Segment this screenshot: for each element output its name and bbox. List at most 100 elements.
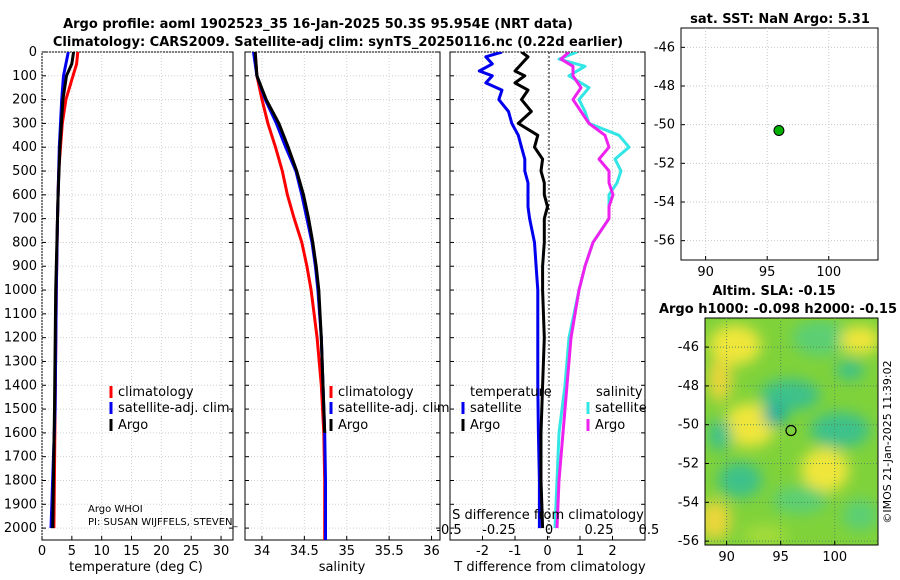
ytick-label: 1900 [4, 497, 37, 512]
xtick-label: 95 [772, 550, 789, 565]
ytick-label: -46 [678, 340, 699, 355]
difference-lines [477, 52, 631, 529]
sla-map-title1: Altim. SLA: -0.15 [712, 284, 835, 299]
argo-position-ring [785, 424, 797, 437]
sla-heatmap [705, 318, 878, 545]
xtick-label: 95 [759, 265, 776, 280]
ytick-label: -50 [678, 418, 699, 433]
difference-panel: -2 -1 0 1 2 -0.5 -0.25 0 0.25 0.5 T difference fr… [436, 51, 660, 575]
sal-xtick-label: -0.5 [436, 523, 461, 538]
salinity-gridlines [245, 51, 440, 540]
xtick-label: 34 [254, 544, 271, 559]
ytick-label: 1100 [4, 307, 37, 322]
xtick-label: 10 [93, 544, 110, 559]
legend-temp-satellite-label: satellite [470, 401, 522, 416]
sla-map-gridlines [705, 318, 878, 545]
sst-map-ticks: 90 95 100 -46 -48 -50 -52 -54 -56 [654, 40, 841, 280]
ytick-label: 0 [29, 45, 37, 60]
sst-map-panel: sat. SST: NaN Argo: 5.31 90 95 100 -46 -48 -5… [654, 12, 879, 280]
legend-satellite-label: satellite-adj. clim. [338, 401, 454, 416]
ytick-label: 700 [12, 212, 37, 227]
ytick-label: 1000 [4, 283, 37, 298]
xtick-label: 1 [576, 544, 584, 559]
temperature-gridlines [41, 51, 233, 540]
ytick-label: 900 [12, 259, 37, 274]
temperature-xlabel: temperature (deg C) [69, 560, 203, 575]
xtick-label: 90 [718, 550, 735, 565]
xtick-label: -2 [476, 544, 489, 559]
ytick-label: 1400 [4, 378, 37, 393]
sla-map-ticks: 90 95 100 -46 -48 -50 -52 -54 -56 [678, 340, 847, 565]
temperature-ticks: 0100200300400500600700800900100011001200… [4, 45, 233, 559]
series-line-temperature-argo [513, 52, 549, 529]
legend-argo-label: Argo [118, 418, 148, 433]
series-line-salinity-argo [555, 52, 615, 529]
difference-xlabel: T difference from climatology [453, 560, 646, 575]
legend-sal-satellite-label: satellite [595, 401, 647, 416]
sal-xtick-label: -0.25 [482, 523, 516, 538]
salinity-ticks: 34 34.5 35 35.5 36 [245, 51, 440, 559]
xtick-label: 2 [608, 544, 616, 559]
ytick-label: -52 [654, 156, 675, 171]
xtick-label: 35.5 [375, 544, 404, 559]
ytick-label: -48 [654, 79, 675, 94]
ytick-label: 1600 [4, 426, 37, 441]
temperature-axes-box [41, 51, 234, 541]
xtick-label: 30 [213, 544, 230, 559]
temperature-legend: climatology satellite-adj. clim. Argo [109, 385, 234, 433]
difference-legend-salinity: salinity satellite Argo [586, 385, 647, 433]
xtick-label: 5 [68, 544, 76, 559]
xtick-label: 100 [816, 265, 841, 280]
legend-temp-argo-label: Argo [470, 418, 500, 433]
ytick-label: 100 [12, 69, 37, 84]
xtick-label: 36 [423, 544, 440, 559]
sla-map-axes-box [704, 317, 879, 546]
ytick-label: 1200 [4, 331, 37, 346]
ytick-label: -56 [654, 234, 675, 249]
difference-legend-temperature: temperature satellite Argo [461, 385, 552, 433]
ytick-label: 1500 [4, 402, 37, 417]
sst-map-axes-box [680, 27, 879, 261]
legend-temperature-header: temperature [470, 385, 552, 400]
difference-ticks: -2 -1 0 1 2 -0.5 -0.25 0 0.25 0.5 [436, 51, 660, 559]
legend-satellite-label: satellite-adj. clim. [118, 401, 234, 416]
ytick-label: 1700 [4, 450, 37, 465]
series-line-argo [51, 52, 76, 529]
ytick-label: -48 [678, 379, 699, 394]
xtick-label: 20 [153, 544, 170, 559]
ytick-label: -52 [678, 457, 699, 472]
sal-xtick-label: 0.5 [639, 523, 660, 538]
xtick-label: 0 [38, 544, 46, 559]
legend-climatology-label: climatology [118, 385, 194, 400]
xtick-label: 90 [697, 265, 714, 280]
ytick-label: -54 [654, 195, 675, 210]
legend-argo-label: Argo [338, 418, 368, 433]
figure-title-line2: Climatology: CARS2009. Satellite-adj cli… [53, 35, 623, 50]
xtick-label: 25 [183, 544, 200, 559]
argo-position-marker [773, 124, 785, 136]
xtick-label: 0 [543, 544, 551, 559]
temperature-lines [49, 52, 80, 529]
ytick-label: 400 [12, 140, 37, 155]
salinity-legend: climatology satellite-adj. clim. Argo [329, 385, 454, 433]
xtick-label: 34.5 [290, 544, 319, 559]
legend-climatology-label: climatology [338, 385, 414, 400]
ytick-label: -56 [678, 534, 699, 549]
salinity-xlabel: salinity [319, 560, 366, 575]
legend-salinity-header: salinity [596, 385, 643, 400]
sla-map-panel: Altim. SLA: -0.15 Argo h1000: -0.098 h20… [659, 284, 897, 565]
salinity-panel: 34 34.5 35 35.5 36 salinity climatology sate… [244, 51, 454, 575]
ytick-label: -50 [654, 118, 675, 133]
series-line-salinity-satellite [553, 52, 631, 529]
ytick-label: 1800 [4, 473, 37, 488]
xtick-label: 15 [123, 544, 140, 559]
temperature-panel: 0100200300400500600700800900100011001200… [4, 45, 239, 575]
sla-map-title2: Argo h1000: -0.098 h2000: -0.15 [659, 302, 897, 317]
series-line-temperature-satellite [477, 52, 541, 529]
ytick-label: 300 [12, 116, 37, 131]
figure-title-line1: Argo profile: aoml 1902523_35 16-Jan-202… [63, 17, 573, 32]
series-line-argo [253, 52, 327, 433]
ytick-label: 1300 [4, 354, 37, 369]
argo-info-line2: PI: SUSAN WIJFFELS, STEVEN_ [88, 517, 239, 528]
